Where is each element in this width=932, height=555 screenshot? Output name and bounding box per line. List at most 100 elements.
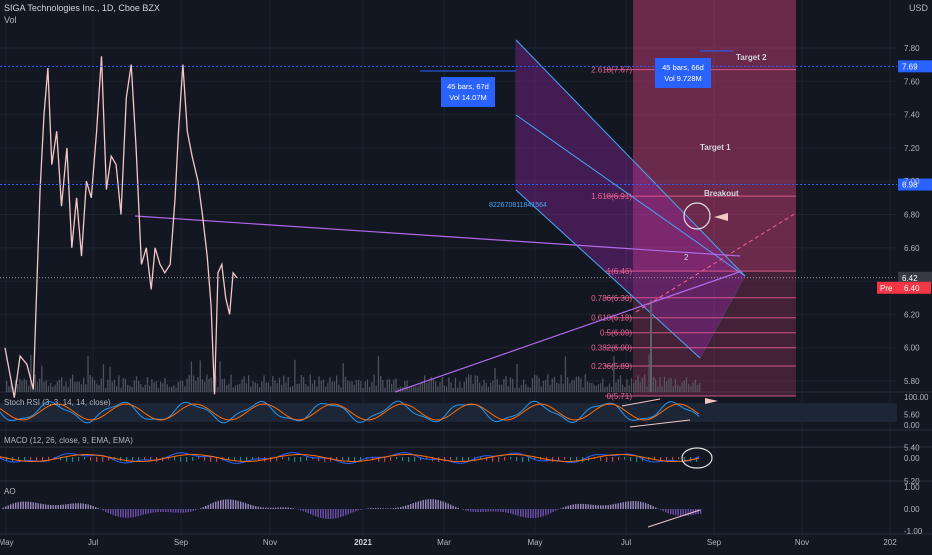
ao-bar bbox=[430, 499, 431, 509]
volume-bar bbox=[136, 376, 137, 392]
volume-bar bbox=[35, 375, 36, 392]
macd-hist-bar bbox=[228, 457, 229, 460]
ao-bar bbox=[105, 509, 106, 512]
ao-bar bbox=[28, 502, 29, 509]
ao-tick-2: -1.00 bbox=[904, 527, 923, 536]
volume-bar bbox=[351, 381, 352, 392]
ao-bar bbox=[373, 508, 374, 509]
volume-bar bbox=[600, 383, 601, 392]
ao-bar bbox=[610, 505, 611, 509]
volume-bar bbox=[283, 376, 284, 392]
x-tick-7: Jul bbox=[621, 538, 631, 547]
volume-bar bbox=[580, 378, 581, 392]
volume-bar bbox=[305, 384, 306, 392]
ao-bar bbox=[378, 508, 379, 509]
volume-bar bbox=[52, 387, 53, 392]
ao-bar bbox=[605, 505, 606, 509]
volume-bar bbox=[472, 384, 473, 392]
volume-bar bbox=[94, 380, 95, 392]
ao-bar bbox=[558, 509, 559, 510]
volume-bar bbox=[127, 385, 128, 392]
volume-bar bbox=[217, 387, 218, 392]
ao-bar bbox=[578, 504, 579, 509]
ao-bar bbox=[193, 509, 194, 511]
ao-bar bbox=[453, 506, 454, 509]
volume-bar bbox=[208, 379, 209, 392]
ao-bar bbox=[53, 505, 54, 509]
level-tag-text-0: 7.69 bbox=[902, 62, 918, 71]
volume-bar bbox=[48, 386, 49, 392]
volume-bar bbox=[681, 382, 682, 392]
volume-bar bbox=[582, 387, 583, 392]
y-tick-13: 5.20 bbox=[904, 477, 920, 486]
volume-spike bbox=[650, 300, 652, 392]
volume-bar bbox=[444, 385, 445, 392]
volume-bar bbox=[675, 379, 676, 392]
ao-bar bbox=[328, 509, 329, 519]
ao-bar bbox=[113, 509, 114, 515]
macd-hist-bar bbox=[102, 457, 103, 462]
volume-bar bbox=[664, 377, 665, 392]
volume-bar bbox=[145, 385, 146, 392]
ao-bar bbox=[455, 507, 456, 509]
ao-bar bbox=[358, 509, 359, 511]
ao-bar bbox=[150, 509, 151, 513]
volume-bar bbox=[224, 379, 225, 392]
ao-bar bbox=[393, 508, 394, 509]
ao-bar bbox=[595, 505, 596, 509]
ao-bar bbox=[153, 509, 154, 513]
macd-hist-bar bbox=[456, 457, 457, 460]
ao-bar bbox=[145, 509, 146, 514]
volume-bar bbox=[37, 382, 38, 392]
ao-bar bbox=[433, 499, 434, 509]
volume-bar bbox=[437, 387, 438, 392]
volume-bar bbox=[288, 377, 289, 392]
ao-bar bbox=[138, 509, 139, 516]
ao-bar bbox=[603, 505, 604, 509]
ao-bar bbox=[25, 502, 26, 509]
y-tick-11: 5.60 bbox=[904, 410, 920, 419]
volume-bar bbox=[301, 375, 302, 392]
volume-bar bbox=[510, 378, 511, 392]
volume-bar bbox=[6, 381, 7, 392]
macd-hist-bar bbox=[342, 457, 343, 460]
ao-bar bbox=[405, 506, 406, 509]
currency-label[interactable]: USD bbox=[909, 3, 928, 13]
volume-bar bbox=[624, 387, 625, 392]
ao-bar bbox=[485, 509, 486, 512]
ao-bar bbox=[665, 509, 666, 512]
volume-bar bbox=[101, 378, 102, 392]
ao-bar bbox=[573, 504, 574, 509]
ao-bar bbox=[555, 509, 556, 511]
macd-hist-bar bbox=[606, 457, 607, 462]
ao-bar bbox=[18, 502, 19, 509]
volume-bar bbox=[428, 381, 429, 392]
ao-bar bbox=[125, 509, 126, 518]
x-tick-3: Nov bbox=[263, 538, 277, 547]
volume-bar bbox=[250, 387, 251, 392]
volume-bar bbox=[699, 383, 700, 392]
signal-line bbox=[0, 455, 699, 462]
volume-bar bbox=[184, 386, 185, 392]
volume-bar bbox=[19, 379, 20, 392]
volume-bar bbox=[171, 387, 172, 392]
ao-bar bbox=[580, 504, 581, 509]
ao-bar bbox=[498, 509, 499, 512]
ao-bar bbox=[625, 502, 626, 509]
ao-bar bbox=[190, 509, 191, 512]
ao-bar bbox=[223, 500, 224, 509]
volume-bar bbox=[620, 375, 621, 392]
volume-bar bbox=[646, 387, 647, 392]
ao-bar bbox=[678, 509, 679, 516]
macd-hist-bar bbox=[570, 457, 571, 460]
volume-bar bbox=[391, 384, 392, 392]
volume-bar bbox=[494, 368, 495, 392]
ao-bar bbox=[518, 509, 519, 516]
volume-bar bbox=[455, 378, 456, 392]
volume-bar bbox=[46, 380, 47, 392]
ao-bar bbox=[70, 504, 71, 509]
ao-bar bbox=[660, 509, 661, 510]
ao-bar bbox=[353, 509, 354, 512]
volume-bar bbox=[26, 380, 27, 392]
ao-bar bbox=[325, 509, 326, 519]
